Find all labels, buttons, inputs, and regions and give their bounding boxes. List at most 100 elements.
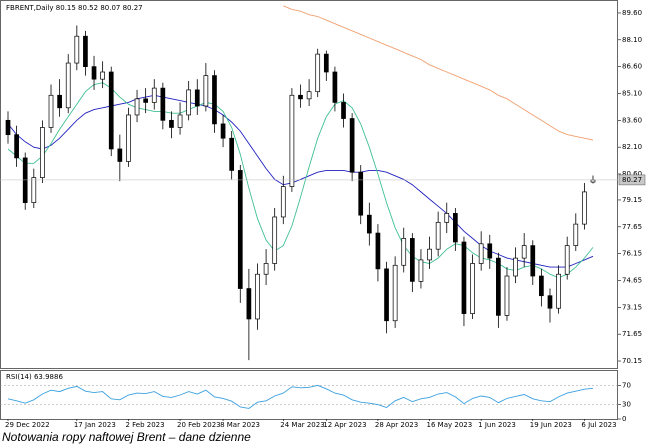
x-tick-label: 20 Feb 2023 <box>177 421 221 429</box>
line <box>283 5 594 141</box>
caption: Notowania ropy naftowej Brent – dane dzi… <box>2 430 251 444</box>
x-tick-label: 12 Apr 2023 <box>323 421 366 429</box>
y-tick-label: 73.15 <box>622 303 642 311</box>
candle-body <box>521 245 527 259</box>
candle-body <box>332 71 338 103</box>
candle-body <box>470 263 475 314</box>
x-tick-label: 1 Jun 2023 <box>478 421 516 429</box>
candle-body <box>435 221 441 250</box>
chart-title: FBRENT,Daily 80.15 80.52 80.07 80.27 <box>6 4 143 12</box>
candle-body <box>306 91 312 100</box>
candle-body <box>418 259 424 282</box>
line <box>7 94 594 268</box>
x-tick-label: 8 Mar 2023 <box>220 421 260 429</box>
candle-body <box>582 191 587 225</box>
rsi-panel <box>0 370 618 420</box>
candle-body <box>177 114 183 128</box>
candle-body <box>289 94 295 187</box>
candle-body <box>57 94 62 109</box>
x-tick-label: 16 May 2023 <box>427 421 473 429</box>
candle-body <box>496 257 501 316</box>
candle-body <box>513 257 518 277</box>
candle-body <box>126 114 131 162</box>
candle-body <box>22 157 28 203</box>
candle-body <box>169 119 174 128</box>
candle-body <box>212 75 217 125</box>
y-tick-label: 77.65 <box>622 223 642 231</box>
y-tick-label: 30 <box>622 401 631 409</box>
candle-body <box>349 118 355 173</box>
y-tick-label: 70 <box>622 381 631 389</box>
candle-body <box>194 89 200 107</box>
candle-body <box>74 35 80 64</box>
y-tick-label: 79.15 <box>622 196 642 204</box>
y-tick-label: 82.10 <box>622 143 642 151</box>
x-tick-label: 17 Jan 2023 <box>74 421 116 429</box>
line <box>7 384 594 409</box>
candle-body <box>160 87 166 121</box>
candle-body <box>40 127 45 178</box>
candle-body <box>83 35 88 67</box>
y-tick-label: 76.15 <box>622 250 642 258</box>
candle-body <box>392 264 398 322</box>
candle-body <box>91 66 97 80</box>
candle-body <box>151 87 157 103</box>
x-tick-label: 29 Dec 2022 <box>5 421 50 429</box>
candle-body <box>48 94 54 128</box>
candle-body <box>272 216 278 264</box>
candle-body <box>263 263 269 275</box>
candle-body <box>487 243 493 259</box>
y-tick-label: 88.10 <box>622 36 642 44</box>
x-tick-label: 19 Jun 2023 <box>530 421 572 429</box>
candle-body <box>143 98 148 103</box>
y-tick-label: 83.60 <box>622 116 642 124</box>
x-tick-label: 6 Jul 2023 <box>581 421 616 429</box>
y-tick-label: 74.65 <box>622 276 642 284</box>
candle-body <box>323 53 329 73</box>
candle-body <box>444 213 450 223</box>
candle-body <box>5 119 11 135</box>
candle-body <box>237 170 243 289</box>
price-label: 80.27 <box>622 176 642 184</box>
candle-body <box>203 75 209 107</box>
main-panel <box>0 0 618 369</box>
candle-body <box>229 137 235 171</box>
y-tick-label: 85.10 <box>622 89 642 97</box>
candle-body <box>478 243 484 264</box>
candle-body <box>298 94 303 100</box>
candle-body <box>409 238 415 282</box>
candle-body <box>14 134 19 159</box>
y-tick-label: 89.60 <box>622 9 642 17</box>
y-tick-label: 0 <box>622 415 626 423</box>
candle-body <box>108 71 114 150</box>
candle-body <box>401 238 407 266</box>
candle-body <box>384 268 389 322</box>
candle-body <box>65 62 71 109</box>
candle-body <box>366 214 372 234</box>
candle-body <box>280 186 286 218</box>
candle-body <box>100 71 105 80</box>
candle-body <box>427 248 432 261</box>
x-tick-label: 2 Feb 2023 <box>125 421 164 429</box>
candle-body <box>530 245 536 277</box>
candle-body <box>547 295 553 309</box>
candle-body <box>220 123 226 139</box>
candle-body <box>504 275 510 316</box>
candle-body <box>461 241 467 314</box>
y-tick-label: 70.15 <box>622 357 642 365</box>
candle-body <box>375 232 381 270</box>
candle-body <box>564 245 570 275</box>
x-tick-label: 24 Mar 2023 <box>280 421 324 429</box>
candle-body <box>556 273 561 309</box>
price-box <box>618 174 646 186</box>
line <box>7 82 594 279</box>
candle-body <box>255 273 260 320</box>
candle-body <box>358 171 364 216</box>
y-tick-label: 80.60 <box>622 170 642 178</box>
y-tick-label: 86.60 <box>622 63 642 71</box>
y-tick-label: 71.65 <box>622 330 642 338</box>
candle-body <box>246 288 252 320</box>
candle-body <box>134 98 140 116</box>
